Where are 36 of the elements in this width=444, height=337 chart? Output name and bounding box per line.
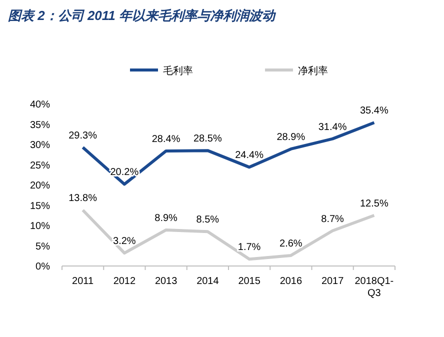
data-label: 31.4%	[318, 122, 347, 133]
y-tick-label: 20%	[30, 180, 50, 192]
y-tick-label: 15%	[30, 200, 50, 212]
line-series	[81, 208, 376, 261]
y-tick-label: 0%	[36, 262, 50, 272]
data-label: 28.9%	[276, 132, 306, 143]
data-label: 13.8%	[68, 193, 98, 204]
x-tick-label: 2011	[72, 276, 94, 287]
y-tick-label: 30%	[30, 140, 50, 151]
legend-label: 净利率	[298, 65, 328, 77]
x-tick-label: 2014	[196, 276, 220, 287]
x-tick-label: 2015	[238, 276, 261, 287]
legend-label: 毛利率	[163, 65, 193, 77]
data-label: 29.3%	[68, 130, 98, 142]
data-label: 3.2%	[113, 236, 136, 248]
y-tick-label: 25%	[30, 160, 50, 172]
y-tick-label: 40%	[30, 100, 50, 110]
x-tick-label: 2013	[154, 276, 178, 287]
x-tick-label: 2018Q1-Q3	[354, 276, 394, 299]
y-tick-label: 35%	[30, 120, 50, 131]
data-label: 28.5%	[194, 134, 222, 145]
data-label: 1.7%	[238, 242, 261, 254]
data-label: 2.6%	[280, 238, 302, 250]
data-label: 8.7%	[321, 214, 344, 225]
chart-title: 图表 2：公司 2011 年以来毛利率与净利润波动	[8, 8, 278, 23]
x-tick-label: 2012	[113, 276, 136, 287]
y-tick-label: 10%	[30, 221, 50, 232]
data-label: 24.4%	[235, 150, 264, 162]
x-tick-label: 2016	[280, 276, 302, 287]
data-label: 35.4%	[360, 106, 388, 117]
data-label: 28.4%	[152, 134, 180, 145]
data-label: 8.9%	[154, 212, 178, 224]
data-label: 12.5%	[360, 198, 388, 210]
x-tick-label: 2017	[321, 276, 344, 287]
data-label: 8.5%	[196, 214, 220, 226]
y-tick-label: 5%	[36, 241, 50, 252]
